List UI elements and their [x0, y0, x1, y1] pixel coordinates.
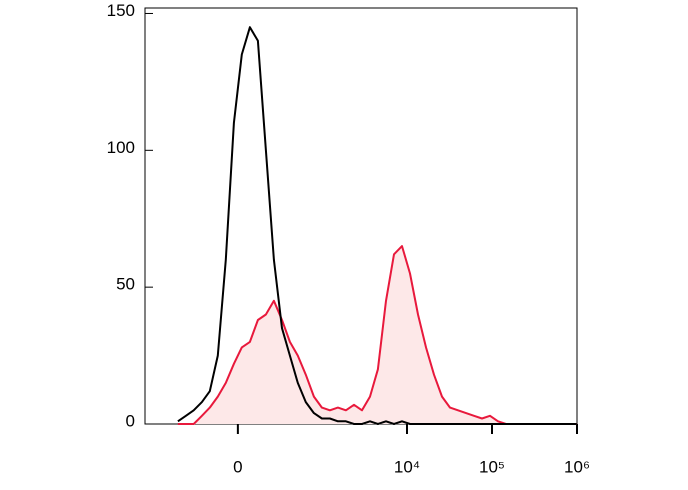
x-tick-label: 10⁴ — [394, 457, 420, 476]
area — [177, 246, 577, 424]
x-tick-label: 0 — [233, 457, 242, 476]
x-tick-label: 10⁶ — [564, 457, 590, 476]
line — [177, 26, 577, 425]
y-tick-label: 100 — [107, 138, 135, 157]
line — [177, 245, 577, 425]
y-tick-label: 50 — [116, 275, 135, 294]
y-tick-label: 0 — [126, 411, 135, 430]
plot-frame — [144, 7, 578, 425]
y-tick-label: 150 — [107, 1, 135, 20]
x-tick-label: 10⁵ — [479, 457, 505, 476]
